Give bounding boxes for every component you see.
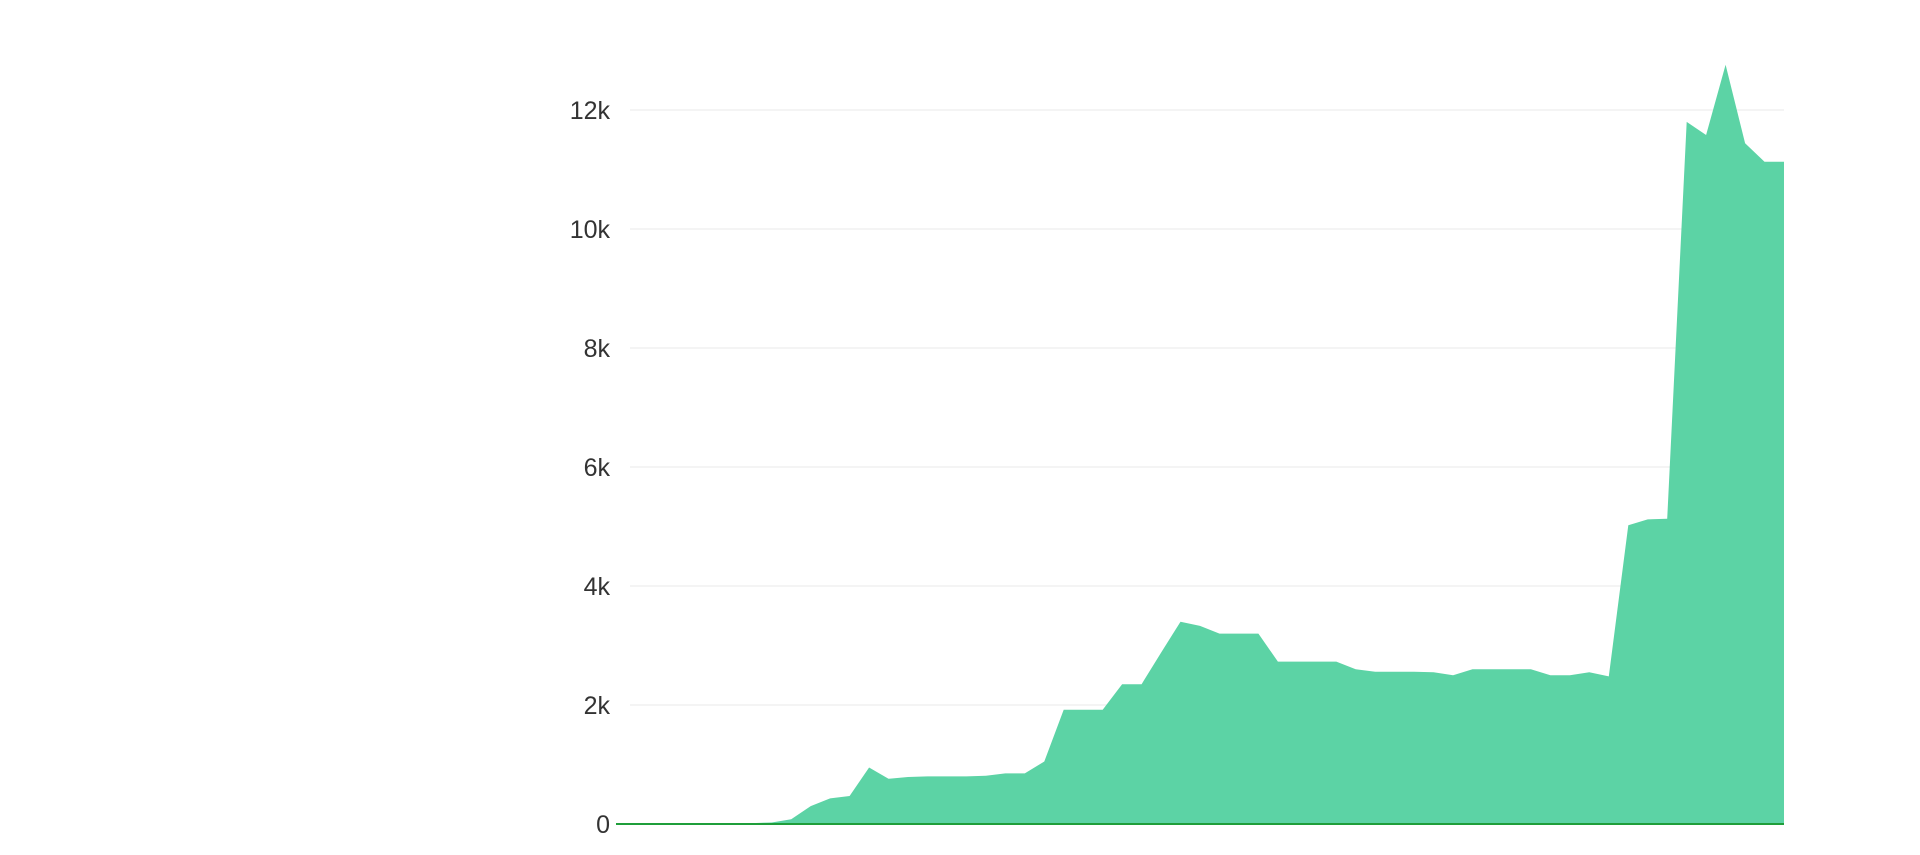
y-tick-label: 8k: [584, 335, 611, 363]
y-tick-label: 10k: [570, 216, 611, 244]
y-tick-label: 4k: [584, 573, 611, 601]
y-tick-label: 12k: [570, 97, 611, 125]
area-series: [616, 64, 1784, 825]
y-tick-label: 0: [596, 811, 610, 839]
y-tick-label: 2k: [584, 692, 611, 720]
y-tick-label: 6k: [584, 454, 611, 482]
